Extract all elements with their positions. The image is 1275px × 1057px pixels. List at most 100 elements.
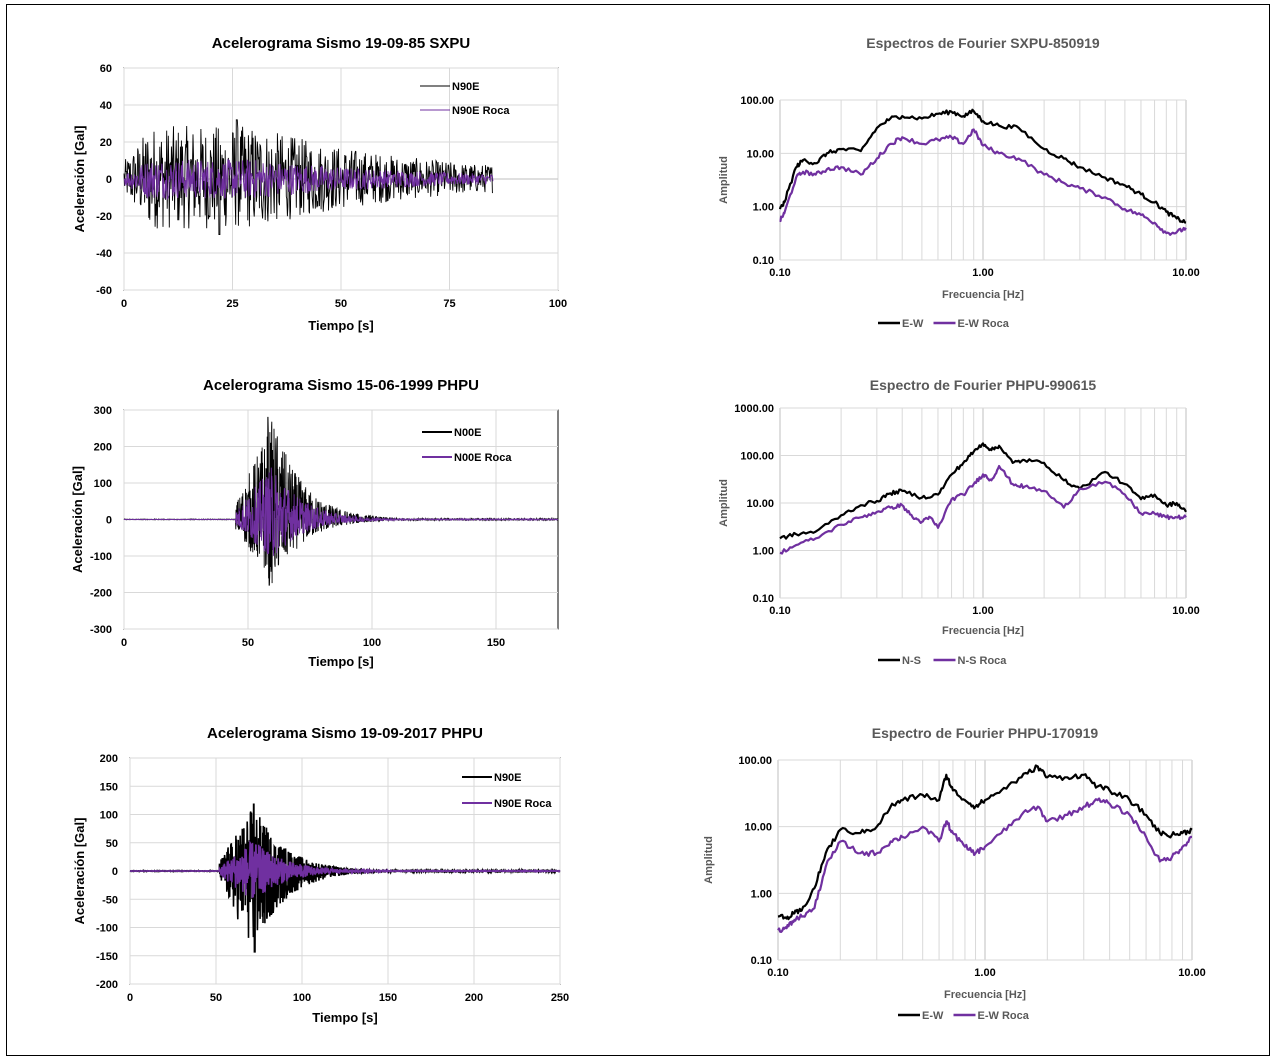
series-line-1 [123,416,559,586]
y-tick-label: -20 [96,211,112,223]
y-tick-label: 0.10 [753,593,774,605]
y-tick-label: 200 [100,753,118,765]
y-tick-label: 100.00 [738,755,772,767]
y-tick-label: 1.00 [751,888,772,900]
x-tick-label: 50 [335,298,347,310]
y-tick-label: 0 [106,174,112,186]
y-tick-label: 10.00 [744,822,772,834]
legend-label-1: N00E [454,427,482,439]
legend-label-2: N90E Roca [452,105,510,117]
series-line-2 [123,159,494,201]
legend-label-2: N-S Roca [958,655,1008,667]
y-tick-label: -40 [96,248,112,260]
y-tick-label: 200 [94,442,112,454]
y-tick-label: 60 [100,63,112,75]
y-tick-label: 100 [94,478,112,490]
y-tick-label: 1000.00 [734,403,774,415]
x-tick-label: 0 [121,298,127,310]
chart-2: 0.10 1.00 10.00 100.00 10.00 1.00 0.10 Espectro… [718,35,1200,330]
y-axis-label: Aceleración [Gal] [70,466,85,573]
x-axis-label: Frecuencia [Hz] [942,289,1024,301]
x-tick-label: 200 [465,992,483,1004]
legend-label-1: N90E [452,81,480,93]
x-axis-label: Frecuencia [Hz] [944,989,1026,1001]
x-tick-label: 150 [379,992,397,1004]
y-tick-label: 10.00 [746,498,774,510]
legend-label-1: E-W [902,318,924,330]
series-line-1 [129,803,561,953]
series-line-1 [778,108,1187,224]
y-tick-label: -150 [96,951,118,963]
chart-3: 0 50 100 150 300 200 100 0 -100 -200 -300 Acelerogr… [70,377,559,669]
y-tick-label: 100.00 [740,95,774,107]
chart-5: 0 50 100 150 200 250 200 150 100 50 0 -50 -100 -150 -2… [72,725,569,1025]
y-tick-label: 0 [106,515,112,527]
chart-title: Espectro de Fourier PHPU-990615 [870,377,1097,393]
y-axis-label: Aceleración [Gal] [72,818,87,925]
y-tick-label: 20 [100,137,112,149]
x-tick-label: 100 [363,637,381,649]
legend-label-1: E-W [922,1010,944,1022]
x-tick-label: 250 [551,992,569,1004]
legend-label-2: N90E Roca [494,798,552,810]
x-tick-label: 0.10 [769,605,790,617]
legend-label-1: N90E [494,772,522,784]
chart-title: Espectros de Fourier SXPU-850919 [866,35,1100,51]
y-tick-label: 150 [100,781,118,793]
y-tick-label: -200 [96,979,118,991]
y-tick-label: 1.00 [753,546,774,558]
y-tick-label: 40 [100,100,112,112]
x-tick-label: 1.00 [972,267,993,279]
x-axis-label: Frecuencia [Hz] [942,625,1024,637]
y-tick-label: 10.00 [746,148,774,160]
x-tick-label: 50 [242,637,254,649]
x-axis-label: Tiempo [s] [312,1010,378,1025]
series-line-1 [777,764,1193,921]
x-tick-label: 0.10 [767,967,788,979]
x-tick-label: 1.00 [974,967,995,979]
legend-label-2: E-W Roca [978,1010,1030,1022]
x-axis-label: Tiempo [s] [308,318,374,333]
y-tick-label: 300 [94,405,112,417]
y-tick-label: -60 [96,285,112,297]
x-tick-label: 0 [121,637,127,649]
y-tick-label: -50 [102,894,118,906]
x-tick-label: 10.00 [1172,605,1200,617]
series-line-1 [123,119,494,235]
series-line-2 [777,797,1193,933]
y-tick-label: 1.00 [753,202,774,214]
x-tick-label: 100 [293,992,311,1004]
chart-title: Acelerograma Sismo 15-06-1999 PHPU [203,377,479,394]
chart-title: Acelerograma Sismo 19-09-2017 PHPU [207,725,483,742]
y-tick-label: 100 [100,810,118,822]
x-tick-label: 150 [487,637,505,649]
x-tick-label: 0 [127,992,133,1004]
legend-label-2: N00E Roca [454,452,512,464]
x-tick-label: 0.10 [769,267,790,279]
chart-6: 0.10 1.00 10.00 100.00 10.00 1.00 0.10 Espectro… [703,725,1206,1022]
x-tick-label: 1.00 [972,605,993,617]
y-tick-label: 0 [112,866,118,878]
chart-title: Espectro de Fourier PHPU-170919 [872,725,1099,741]
x-tick-label: 100 [549,298,567,310]
y-axis-label: Amplitud [703,836,715,884]
y-tick-label: -200 [90,588,112,600]
series-line-2 [779,464,1187,555]
series-line-2 [779,128,1187,236]
series-line-2 [123,467,559,556]
x-tick-label: 75 [443,298,455,310]
chart-4: 0.10 1.00 10.00 1000.00 100.00 10.00 1.00 0.10 E… [718,377,1200,667]
x-tick-label: 50 [210,992,222,1004]
y-tick-label: 100.00 [740,451,774,463]
y-tick-label: 0.10 [751,955,772,967]
x-tick-label: 25 [226,298,238,310]
x-tick-label: 10.00 [1178,967,1206,979]
legend-label-2: E-W Roca [958,318,1010,330]
y-tick-label: 50 [106,838,118,850]
y-tick-label: -100 [90,551,112,563]
y-axis-label: Aceleración [Gal] [72,126,87,233]
legend-label-1: N-S [902,655,921,667]
figure-frame [6,4,1270,1056]
x-tick-label: 10.00 [1172,267,1200,279]
